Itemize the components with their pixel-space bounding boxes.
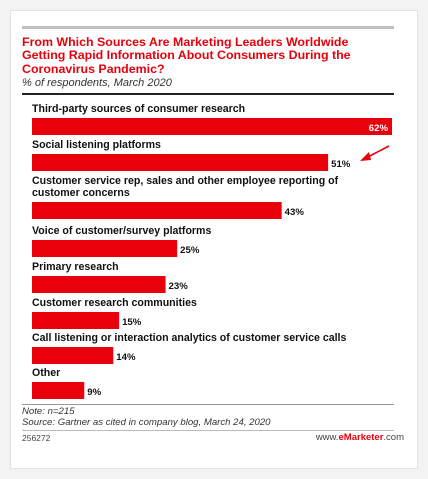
bar — [32, 202, 282, 219]
sample-note: Note: n=215 — [22, 406, 75, 417]
bar — [32, 276, 166, 293]
chart-id: 256272 — [22, 433, 51, 443]
category-label: Voice of customer/survey platforms — [32, 225, 211, 237]
bar — [32, 240, 178, 257]
category-label: Other — [32, 367, 60, 379]
value-label: 14% — [116, 352, 136, 363]
category-label: Customer service rep, sales and other em… — [32, 175, 339, 187]
bar — [32, 154, 329, 171]
category-label: Customer research communities — [32, 297, 197, 309]
bar — [32, 312, 120, 329]
bar — [32, 347, 114, 364]
value-label: 15% — [122, 317, 142, 328]
chart-notes: Note: n=215 Source: Gartner as cited in … — [22, 406, 271, 428]
brand-suffix: .com — [383, 432, 404, 443]
value-label: 43% — [285, 207, 305, 218]
brand-link[interactable]: www.eMarketer.com — [316, 432, 404, 443]
brand-name: eMarketer — [338, 432, 384, 443]
brand-prefix: www. — [315, 432, 339, 443]
category-label: customer concerns — [32, 187, 130, 199]
value-label: 51% — [331, 159, 351, 170]
value-label: 62% — [369, 123, 389, 134]
bar — [32, 382, 85, 399]
category-label: Call listening or interaction analytics … — [32, 332, 347, 344]
top-rule — [22, 26, 394, 29]
footer-rule — [22, 430, 394, 431]
value-label: 25% — [180, 245, 200, 256]
chart-title: From Which Sources Are Marketing Leaders… — [22, 35, 351, 76]
value-label: 23% — [169, 281, 189, 292]
chart-subtitle: % of respondents, March 2020 — [22, 77, 172, 89]
category-label: Primary research — [32, 261, 119, 273]
footer-divider — [22, 404, 394, 405]
bar — [32, 118, 392, 135]
title-divider — [22, 93, 394, 95]
source-note: Source: Gartner as cited in company blog… — [22, 417, 271, 428]
annotation-arrow-head — [360, 152, 371, 161]
value-label: 9% — [87, 387, 101, 398]
category-label: Social listening platforms — [32, 139, 161, 151]
category-label: Third-party sources of consumer research — [32, 103, 245, 115]
